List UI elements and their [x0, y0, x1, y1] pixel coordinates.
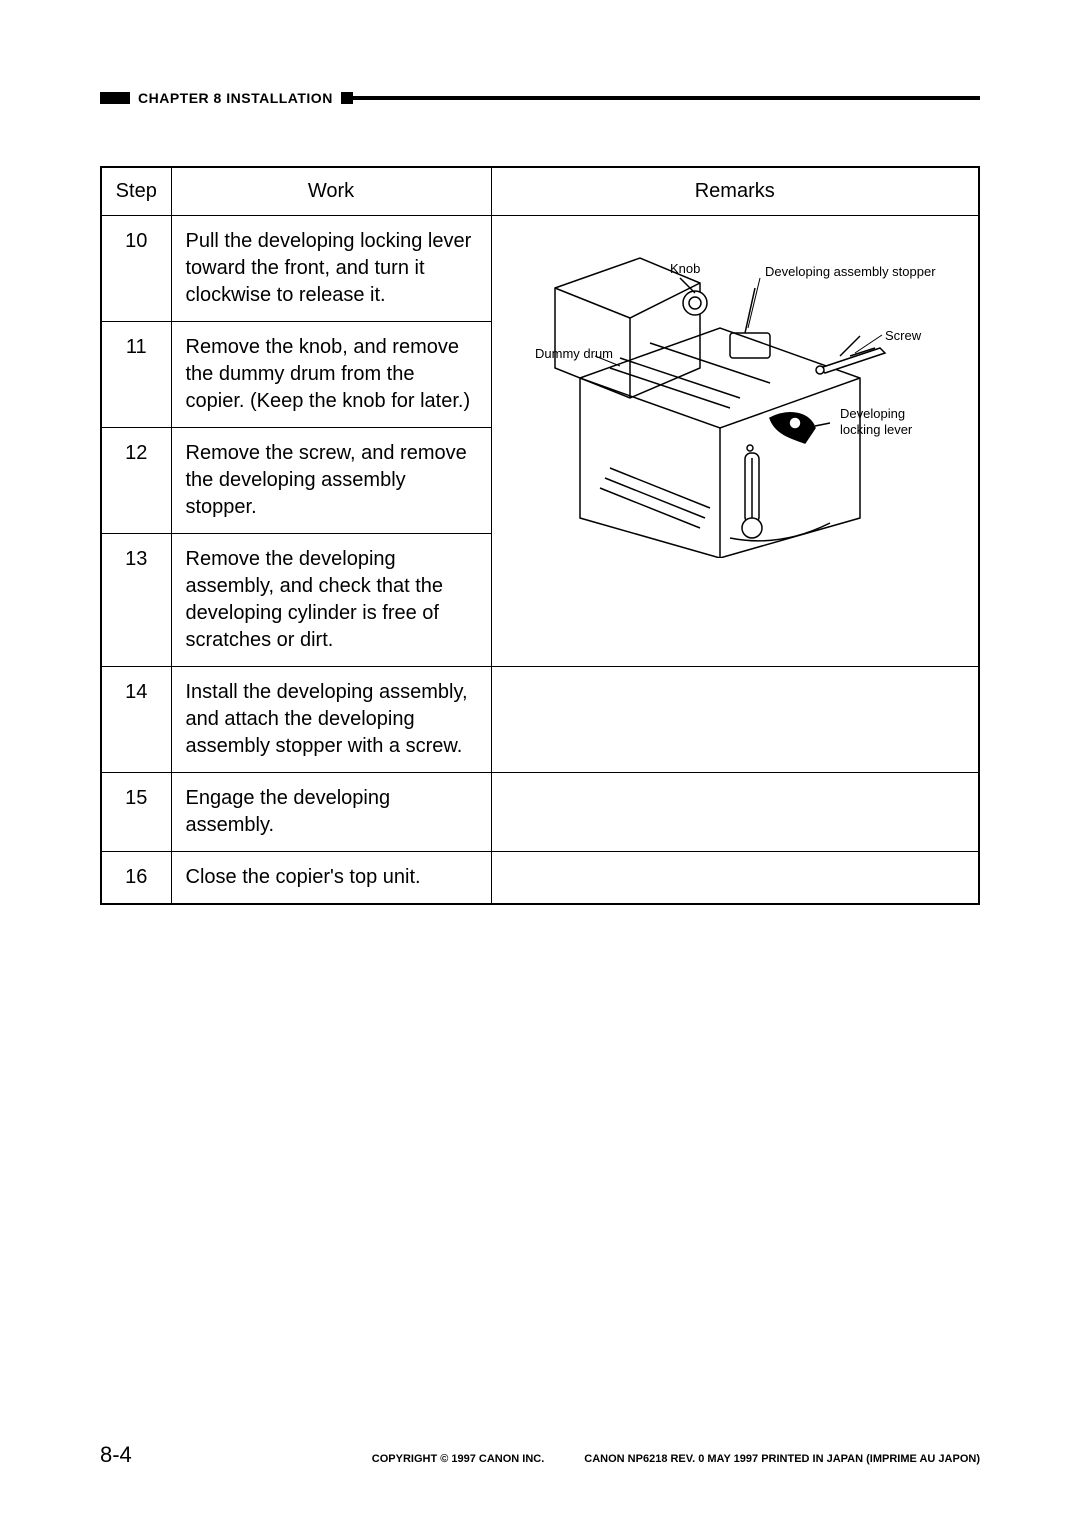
empty-remarks	[491, 773, 979, 852]
label-screw: Screw	[885, 328, 922, 343]
chapter-header: CHAPTER 8 INSTALLATION	[100, 90, 980, 106]
step-number: 11	[101, 322, 171, 428]
copyright-text: COPYRIGHT © 1997 CANON INC.	[372, 1453, 545, 1465]
col-header-step: Step	[101, 167, 171, 216]
header-rule	[353, 96, 980, 100]
step-number: 15	[101, 773, 171, 852]
table-row: 15 Engage the developing assembly.	[101, 773, 979, 852]
table-row: 10 Pull the developing locking lever tow…	[101, 216, 979, 322]
table-row: 16 Close the copier's top unit.	[101, 852, 979, 905]
table-row: 14 Install the developing assembly, and …	[101, 667, 979, 773]
empty-remarks	[491, 852, 979, 905]
page: CHAPTER 8 INSTALLATION Step Work Remarks…	[0, 0, 1080, 1528]
step-work: Close the copier's top unit.	[171, 852, 491, 905]
header-marker-mid	[341, 92, 353, 104]
label-lever-2: locking lever	[840, 422, 913, 437]
label-knob: Knob	[670, 261, 700, 276]
label-stopper: Developing assembly stopper	[765, 264, 936, 279]
step-work: Remove the developing assembly, and chec…	[171, 534, 491, 667]
copier-diagram: Knob Developing assembly stopper Screw D…	[520, 228, 950, 558]
page-footer: 8-4 COPYRIGHT © 1997 CANON INC. CANON NP…	[100, 1442, 980, 1468]
step-work: Remove the knob, and remove the dummy dr…	[171, 322, 491, 428]
diagram-cell: Knob Developing assembly stopper Screw D…	[491, 216, 979, 667]
docinfo-text: CANON NP6218 REV. 0 MAY 1997 PRINTED IN …	[584, 1453, 980, 1465]
step-number: 13	[101, 534, 171, 667]
footer-right: COPYRIGHT © 1997 CANON INC. CANON NP6218…	[372, 1453, 980, 1465]
page-number: 8-4	[100, 1442, 132, 1468]
step-work: Pull the developing locking lever toward…	[171, 216, 491, 322]
empty-remarks	[491, 667, 979, 773]
step-work: Engage the developing assembly.	[171, 773, 491, 852]
table-header-row: Step Work Remarks	[101, 167, 979, 216]
step-number: 16	[101, 852, 171, 905]
header-marker-left	[100, 92, 130, 104]
step-number: 10	[101, 216, 171, 322]
installation-steps-table: Step Work Remarks 10 Pull the developing…	[100, 166, 980, 905]
step-number: 12	[101, 428, 171, 534]
step-work: Install the developing assembly, and att…	[171, 667, 491, 773]
col-header-remarks: Remarks	[491, 167, 979, 216]
label-lever-1: Developing	[840, 406, 905, 421]
col-header-work: Work	[171, 167, 491, 216]
chapter-title: CHAPTER 8 INSTALLATION	[138, 90, 333, 106]
step-number: 14	[101, 667, 171, 773]
step-work: Remove the screw, and remove the develop…	[171, 428, 491, 534]
